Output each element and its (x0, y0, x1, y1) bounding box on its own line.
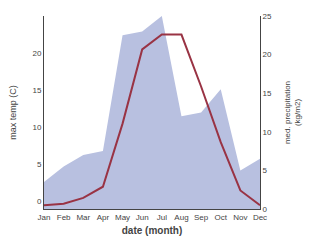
svg-text:20: 20 (32, 49, 41, 58)
svg-text:Mar: Mar (76, 213, 90, 222)
svg-text:15: 15 (263, 89, 272, 98)
svg-text:5: 5 (263, 166, 268, 175)
svg-text:Aug: Aug (174, 213, 188, 222)
svg-text:max temp (C): max temp (C) (8, 85, 18, 140)
svg-text:Jul: Jul (157, 213, 167, 222)
svg-text:0: 0 (263, 205, 268, 214)
svg-text:10: 10 (32, 123, 41, 132)
svg-text:date (month): date (month) (122, 225, 183, 236)
svg-text:Jan: Jan (38, 213, 51, 222)
svg-text:20: 20 (263, 50, 272, 59)
svg-text:Jun: Jun (136, 213, 149, 222)
svg-text:Apr: Apr (97, 213, 110, 222)
svg-text:15: 15 (32, 86, 41, 95)
svg-text:10: 10 (263, 128, 272, 137)
svg-text:0: 0 (37, 197, 42, 206)
svg-text:Oct: Oct (215, 213, 228, 222)
svg-text:med. precipitation(kg/m2): med. precipitation(kg/m2) (283, 81, 302, 144)
svg-text:Nov: Nov (233, 213, 247, 222)
svg-text:Feb: Feb (57, 213, 71, 222)
svg-text:Sep: Sep (194, 213, 209, 222)
svg-text:Dec: Dec (253, 213, 267, 222)
svg-text:5: 5 (37, 160, 42, 169)
svg-text:25: 25 (263, 12, 272, 21)
svg-text:May: May (115, 213, 130, 222)
